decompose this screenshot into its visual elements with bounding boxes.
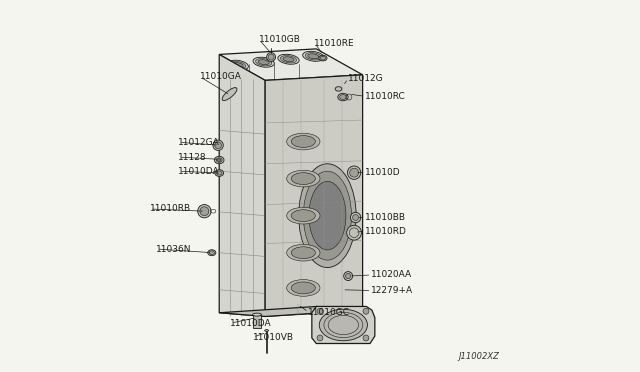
Circle shape <box>347 225 362 240</box>
Ellipse shape <box>291 173 316 185</box>
Ellipse shape <box>258 60 269 65</box>
Ellipse shape <box>299 164 356 267</box>
Circle shape <box>317 335 323 341</box>
Polygon shape <box>265 75 363 317</box>
Text: 11128: 11128 <box>179 153 207 161</box>
Ellipse shape <box>287 244 320 261</box>
Text: 11010D: 11010D <box>364 168 400 177</box>
Polygon shape <box>312 307 375 343</box>
Ellipse shape <box>280 55 296 63</box>
Ellipse shape <box>216 171 222 175</box>
Text: 11010DA: 11010DA <box>179 167 220 176</box>
Ellipse shape <box>215 170 223 176</box>
Text: 12279+A: 12279+A <box>371 286 413 295</box>
Ellipse shape <box>255 58 272 66</box>
Ellipse shape <box>283 57 294 62</box>
Ellipse shape <box>291 282 316 294</box>
Text: 11010RD: 11010RD <box>364 227 406 236</box>
Circle shape <box>346 273 351 279</box>
Ellipse shape <box>309 182 346 250</box>
Text: 11010DA: 11010DA <box>230 319 272 328</box>
Circle shape <box>363 335 369 341</box>
Ellipse shape <box>216 158 222 162</box>
Circle shape <box>267 52 276 61</box>
Ellipse shape <box>214 156 224 164</box>
Circle shape <box>317 308 323 314</box>
Circle shape <box>353 215 358 221</box>
Ellipse shape <box>287 133 320 150</box>
Ellipse shape <box>227 60 248 70</box>
Text: 11010GA: 11010GA <box>200 72 241 81</box>
Ellipse shape <box>321 56 326 60</box>
Text: J11002XZ: J11002XZ <box>459 352 500 361</box>
Circle shape <box>213 140 223 150</box>
Ellipse shape <box>208 250 216 256</box>
Ellipse shape <box>319 55 327 61</box>
Ellipse shape <box>308 54 319 59</box>
Ellipse shape <box>209 251 214 254</box>
Text: 11020AA: 11020AA <box>371 270 412 279</box>
Ellipse shape <box>340 94 346 99</box>
Ellipse shape <box>230 61 246 69</box>
Text: 11010RE: 11010RE <box>314 39 355 48</box>
Ellipse shape <box>303 171 351 260</box>
Polygon shape <box>219 54 265 317</box>
Text: 11012G: 11012G <box>348 74 383 83</box>
Circle shape <box>348 166 361 179</box>
Ellipse shape <box>338 93 348 101</box>
Ellipse shape <box>253 57 275 67</box>
Ellipse shape <box>287 170 320 187</box>
Polygon shape <box>253 315 262 328</box>
Ellipse shape <box>222 88 237 100</box>
Polygon shape <box>219 49 363 80</box>
Circle shape <box>349 168 358 177</box>
Ellipse shape <box>335 87 342 91</box>
Text: 11010GC: 11010GC <box>308 308 350 317</box>
Text: 11012GA: 11012GA <box>179 138 220 147</box>
Circle shape <box>344 272 353 280</box>
Ellipse shape <box>278 54 299 64</box>
Ellipse shape <box>287 280 320 296</box>
Text: 11010GB: 11010GB <box>259 35 301 44</box>
Circle shape <box>268 54 274 60</box>
Text: 11010RB: 11010RB <box>150 205 191 214</box>
Polygon shape <box>219 307 363 317</box>
Ellipse shape <box>291 247 316 259</box>
Text: 11010VB: 11010VB <box>253 333 294 342</box>
Ellipse shape <box>232 62 243 68</box>
Ellipse shape <box>319 309 367 341</box>
Ellipse shape <box>303 51 324 61</box>
Circle shape <box>198 205 211 218</box>
Circle shape <box>363 308 369 314</box>
Circle shape <box>200 207 209 216</box>
Ellipse shape <box>265 330 269 331</box>
Ellipse shape <box>305 52 321 60</box>
Circle shape <box>350 212 361 223</box>
Text: 11010RC: 11010RC <box>364 92 405 101</box>
Ellipse shape <box>291 210 316 222</box>
Ellipse shape <box>218 159 221 161</box>
Ellipse shape <box>291 136 316 147</box>
Ellipse shape <box>287 207 320 224</box>
Text: 11036N: 11036N <box>156 244 192 253</box>
Ellipse shape <box>253 313 262 316</box>
Circle shape <box>215 142 221 148</box>
Text: 11010BB: 11010BB <box>364 213 406 222</box>
